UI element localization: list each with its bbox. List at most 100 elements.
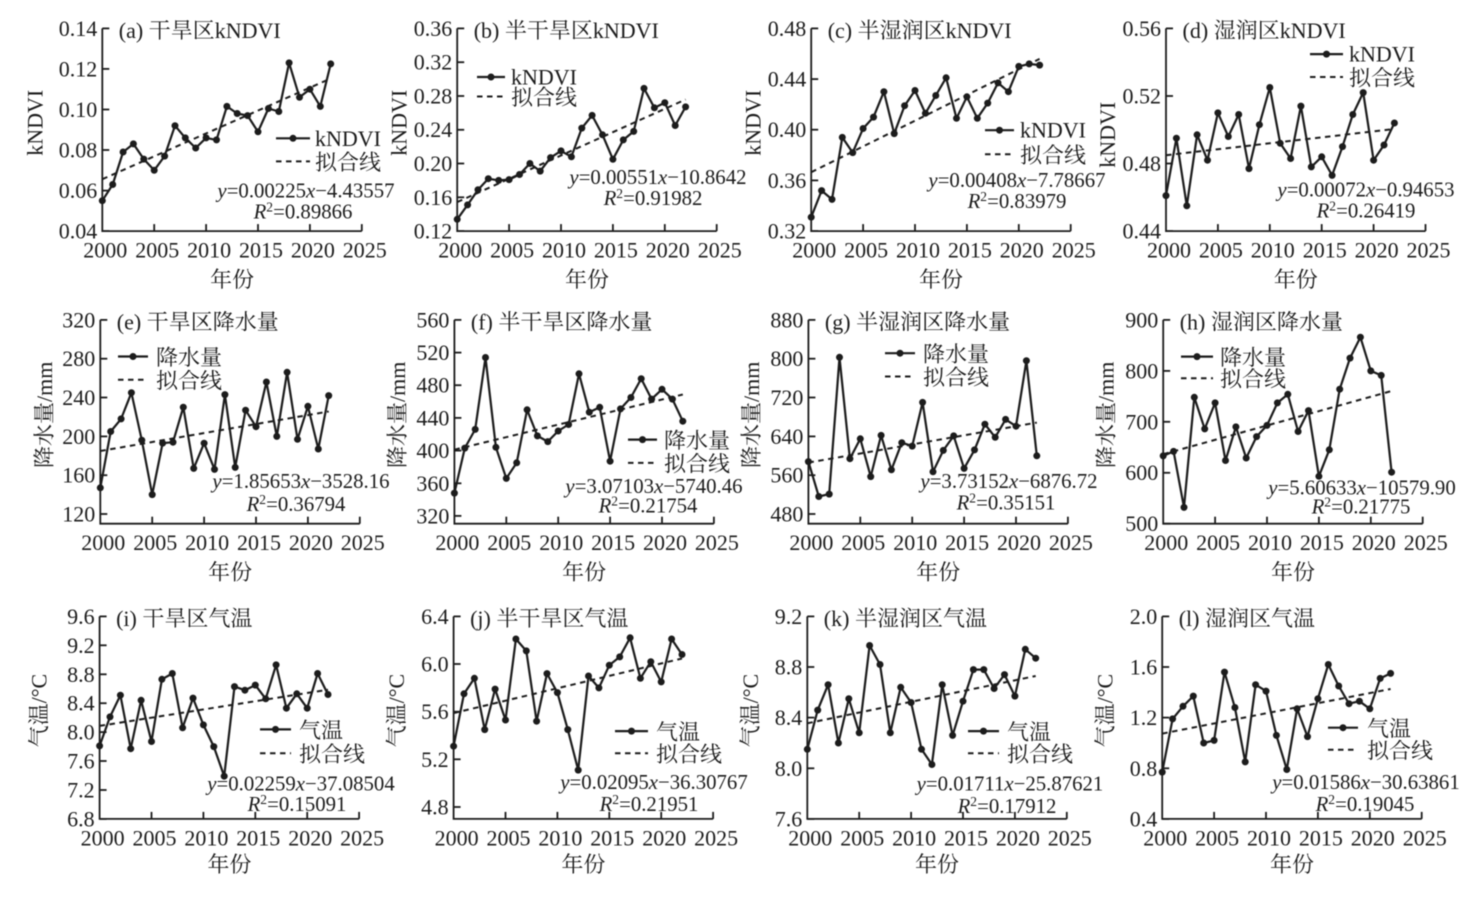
svg-text:/°C: /°C — [1093, 674, 1118, 704]
svg-text:2020: 2020 — [642, 825, 686, 850]
svg-text:500: 500 — [1125, 511, 1158, 536]
svg-text:9.2: 9.2 — [67, 633, 95, 658]
svg-text:2000: 2000 — [789, 530, 833, 555]
svg-text:0.36: 0.36 — [414, 16, 453, 41]
svg-text:R: R — [599, 793, 613, 816]
svg-text:y: y — [215, 180, 227, 203]
svg-text:2015: 2015 — [1299, 825, 1343, 850]
svg-text:2: 2 — [266, 200, 273, 215]
svg-text:2000: 2000 — [83, 238, 127, 263]
svg-text:2015: 2015 — [945, 530, 989, 555]
svg-text:/mm: /mm — [385, 362, 410, 402]
svg-text:360: 360 — [416, 471, 449, 496]
svg-text:0.10: 0.10 — [59, 97, 98, 122]
svg-text:kNDVI: kNDVI — [740, 90, 765, 156]
svg-text:−0.94653: −0.94653 — [1375, 179, 1454, 202]
svg-text:x: x — [1360, 771, 1371, 794]
svg-text:1.2: 1.2 — [1130, 705, 1158, 730]
svg-text:2025: 2025 — [698, 238, 742, 263]
svg-text:2020: 2020 — [643, 530, 687, 555]
svg-text:280: 280 — [62, 346, 95, 371]
svg-text:2015: 2015 — [237, 530, 281, 555]
svg-text:=0.00551: =0.00551 — [579, 166, 658, 189]
svg-text:0.56: 0.56 — [1123, 16, 1162, 41]
svg-text:2000: 2000 — [435, 825, 479, 850]
svg-text:=0.17912: =0.17912 — [977, 795, 1056, 818]
svg-text:kNDVI: kNDVI — [946, 18, 1012, 43]
svg-text:(a): (a) — [119, 18, 143, 43]
svg-text:0.44: 0.44 — [768, 67, 807, 92]
svg-text:R: R — [1315, 793, 1329, 816]
svg-text:640: 640 — [770, 424, 803, 449]
svg-text:0.4: 0.4 — [1130, 806, 1158, 831]
svg-text:0.40: 0.40 — [768, 117, 807, 142]
svg-text:=0.02259: =0.02259 — [217, 773, 296, 796]
svg-text:2010: 2010 — [187, 238, 231, 263]
svg-text:2: 2 — [969, 491, 976, 506]
svg-text:0.08: 0.08 — [59, 138, 98, 163]
svg-text:8.8: 8.8 — [775, 655, 803, 680]
svg-text:320: 320 — [416, 503, 449, 528]
svg-text:−7.78667: −7.78667 — [1026, 169, 1105, 192]
svg-text:R: R — [603, 187, 617, 210]
svg-text:0.32: 0.32 — [414, 50, 453, 75]
svg-text:x: x — [653, 475, 664, 498]
svg-text:0.48: 0.48 — [1123, 151, 1162, 176]
svg-text:y: y — [1266, 477, 1278, 500]
svg-text:2015: 2015 — [1300, 530, 1344, 555]
svg-text:2015: 2015 — [591, 530, 635, 555]
svg-text:x: x — [1365, 179, 1376, 202]
svg-text:2010: 2010 — [1248, 530, 1292, 555]
svg-text:0.48: 0.48 — [768, 16, 807, 41]
svg-text:2020: 2020 — [1355, 238, 1399, 263]
svg-text:x: x — [1008, 470, 1019, 493]
svg-text:560: 560 — [416, 307, 449, 332]
svg-text:−10.8642: −10.8642 — [667, 166, 746, 189]
svg-text:2025: 2025 — [1052, 238, 1096, 263]
svg-text:7.2: 7.2 — [67, 778, 95, 803]
svg-text:2025: 2025 — [1407, 238, 1451, 263]
svg-text:=0.00225: =0.00225 — [227, 180, 306, 203]
svg-text:2005: 2005 — [133, 825, 177, 850]
svg-text:2005: 2005 — [1195, 825, 1239, 850]
svg-text:2010: 2010 — [185, 530, 229, 555]
svg-text:2005: 2005 — [841, 530, 885, 555]
svg-text:2020: 2020 — [289, 530, 333, 555]
svg-text:y: y — [918, 470, 930, 493]
svg-text:=0.21775: =0.21775 — [1331, 496, 1410, 519]
svg-text:x: x — [1356, 477, 1367, 500]
svg-text:2015: 2015 — [594, 238, 638, 263]
svg-text:0.44: 0.44 — [1123, 219, 1162, 244]
svg-text:2025: 2025 — [694, 825, 738, 850]
svg-text:kNDVI: kNDVI — [593, 18, 659, 43]
svg-text:480: 480 — [416, 373, 449, 398]
svg-text:2015: 2015 — [590, 825, 634, 850]
svg-text:2020: 2020 — [1351, 825, 1395, 850]
svg-text:(g): (g) — [825, 309, 851, 334]
svg-text:2020: 2020 — [1352, 530, 1396, 555]
svg-text:2000: 2000 — [1147, 238, 1191, 263]
svg-text:−3528.16: −3528.16 — [310, 470, 389, 493]
svg-text:0.24: 0.24 — [414, 117, 453, 142]
svg-text:2025: 2025 — [1404, 530, 1448, 555]
svg-text:6.8: 6.8 — [67, 806, 95, 831]
svg-text:8.0: 8.0 — [67, 720, 95, 745]
svg-text:2: 2 — [980, 189, 987, 204]
svg-text:560: 560 — [770, 463, 803, 488]
svg-text:x: x — [295, 773, 306, 796]
svg-text:2: 2 — [612, 792, 619, 807]
svg-text:−36.30767: −36.30767 — [658, 771, 748, 794]
svg-text:(c): (c) — [828, 18, 852, 43]
svg-text:2015: 2015 — [236, 825, 280, 850]
svg-text:0.52: 0.52 — [1123, 84, 1162, 109]
svg-text:2020: 2020 — [288, 825, 332, 850]
svg-text:R: R — [956, 492, 970, 515]
svg-text:kNDVI: kNDVI — [315, 126, 381, 151]
svg-text:(e): (e) — [117, 309, 141, 334]
svg-text:=0.02095: =0.02095 — [570, 771, 649, 794]
svg-text:900: 900 — [1125, 307, 1158, 332]
svg-text:=0.19045: =0.19045 — [1335, 793, 1414, 816]
svg-text:/°C: /°C — [27, 674, 52, 704]
svg-text:2010: 2010 — [539, 530, 583, 555]
svg-text:400: 400 — [416, 438, 449, 463]
